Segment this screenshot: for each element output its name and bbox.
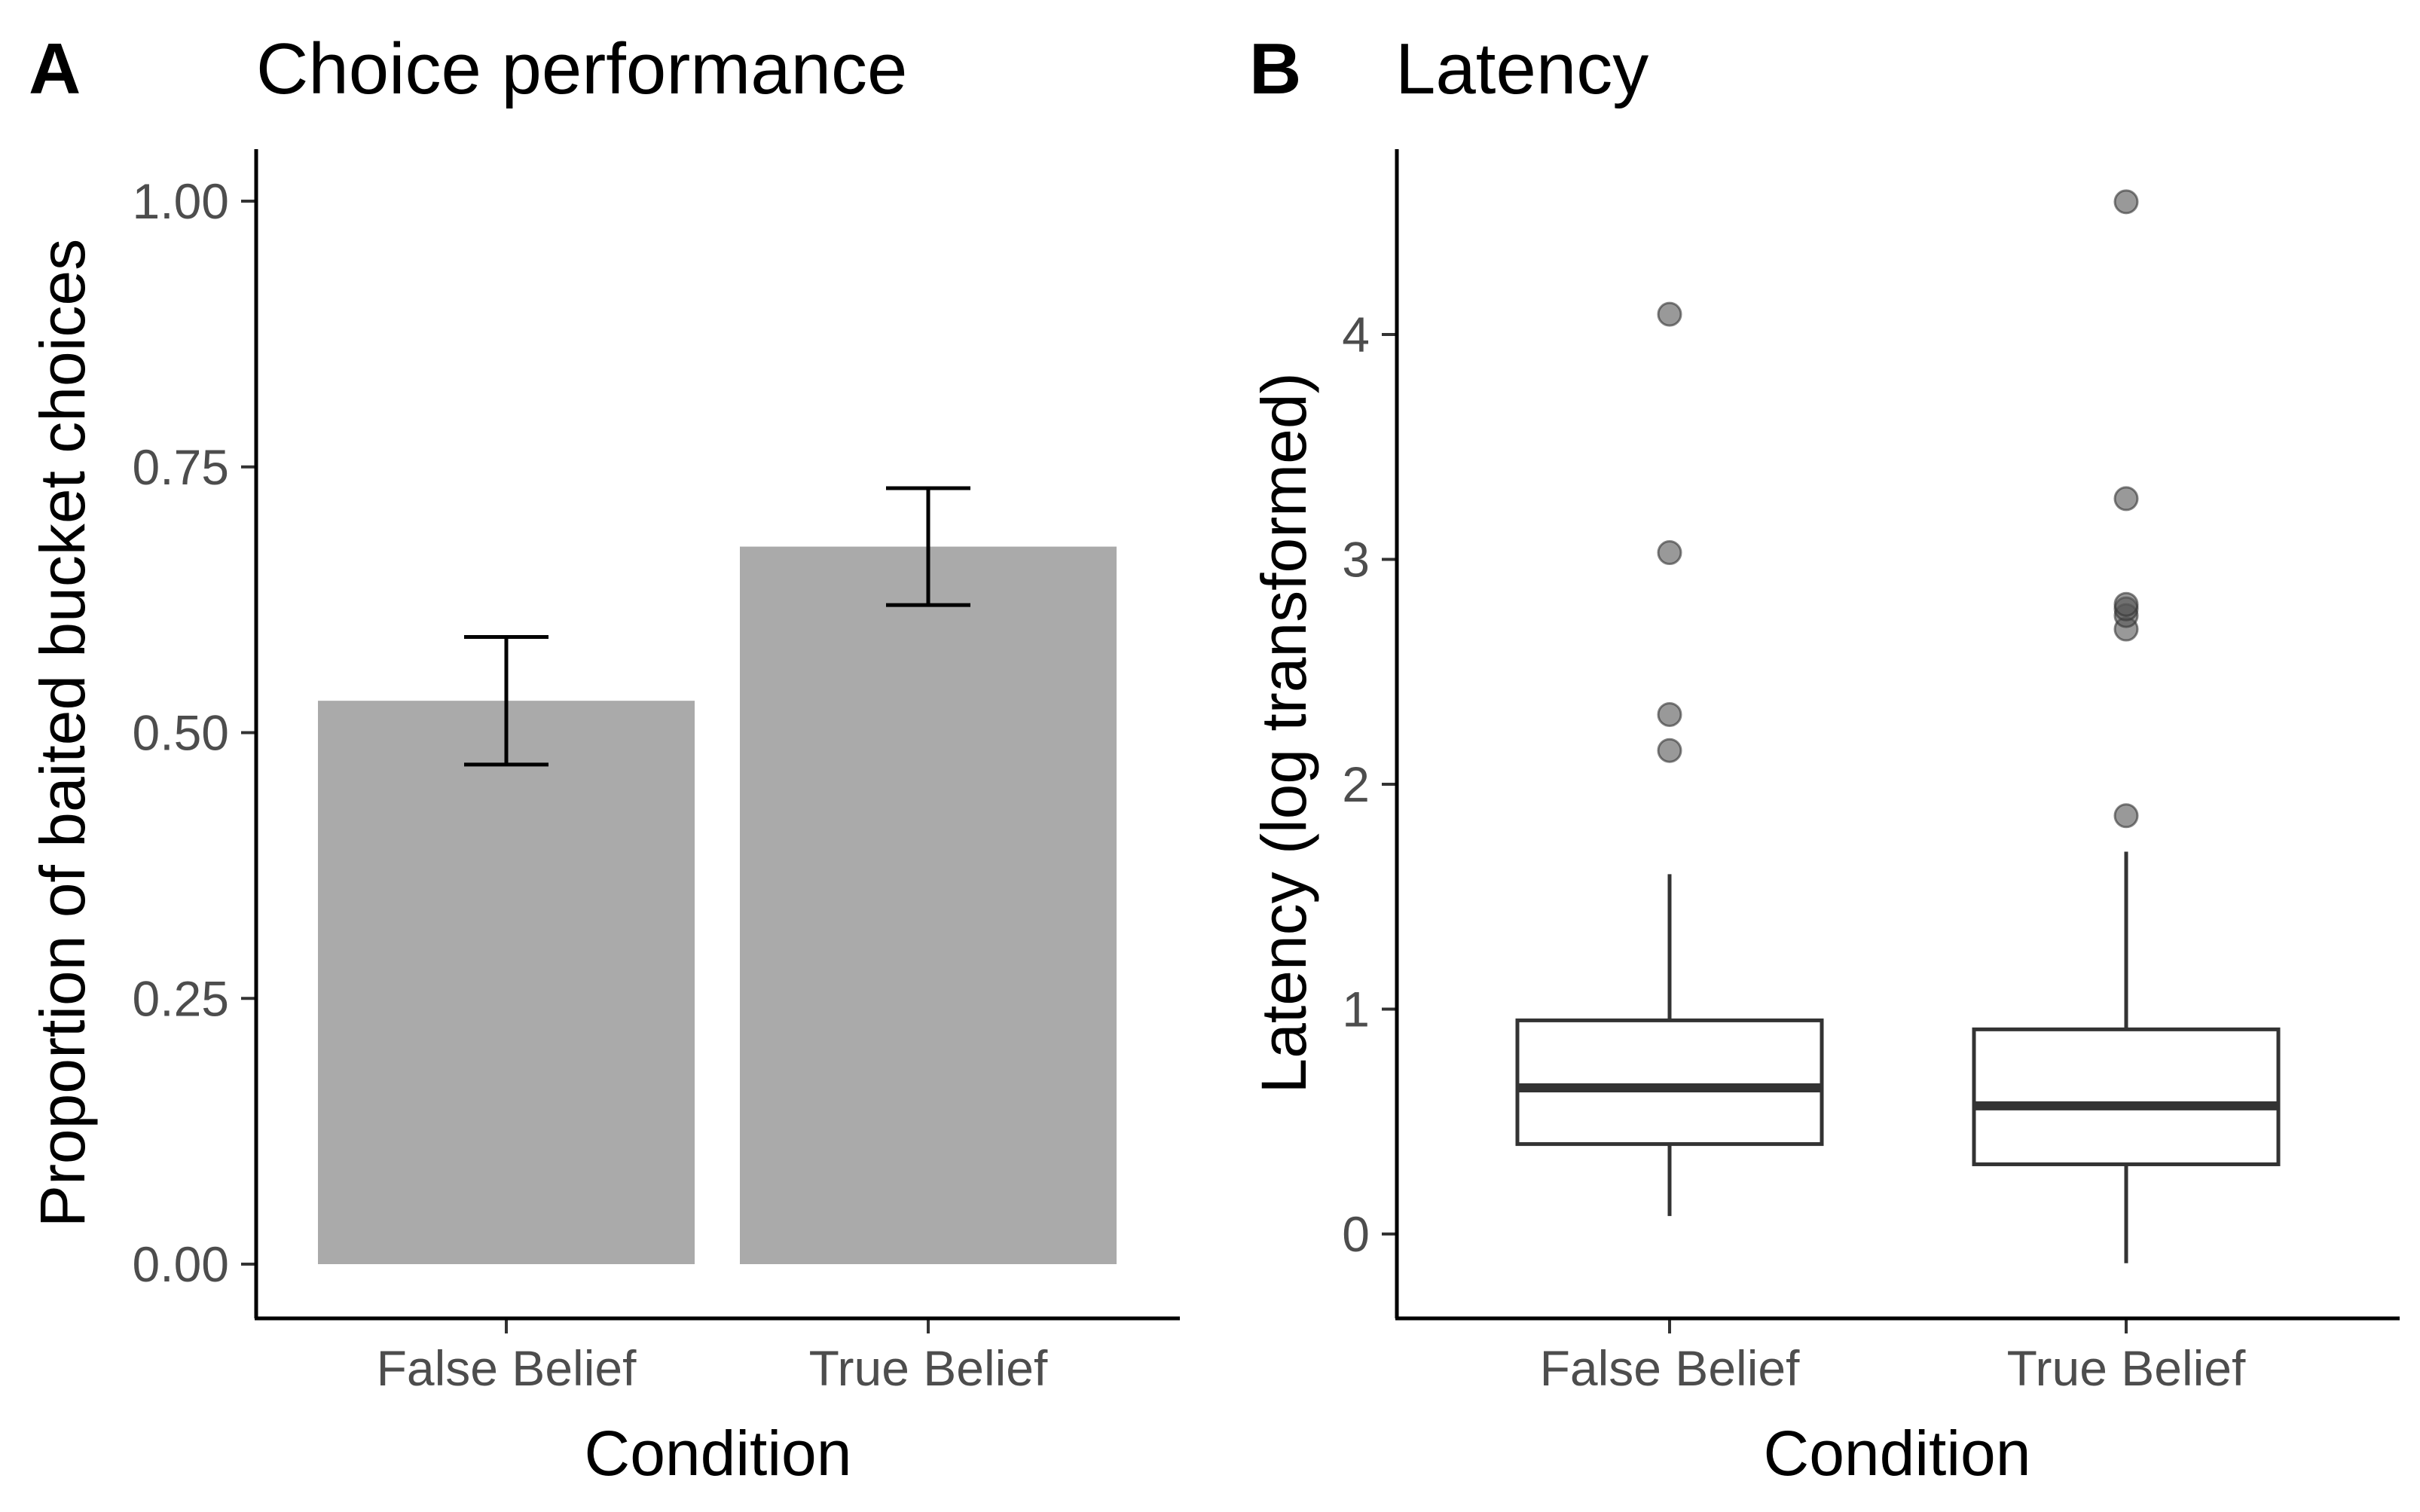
panel-b-y-axis-title: Latency (log transformed): [1248, 372, 1319, 1093]
panel-b-outlier-point: [2113, 189, 2139, 215]
panel-a-title: Choice performance: [256, 29, 907, 109]
panel-b-outlier-point: [1657, 701, 1682, 727]
panel-b-x-tick-label: True Belief: [2007, 1340, 2246, 1396]
panel-b-title: Latency: [1395, 29, 1648, 109]
panel-b-y-tick-label: 1: [1342, 982, 1370, 1037]
panel-a-plot-area: 0.00 0.25 0.50 0.75 1.00 False Belief True Bel…: [133, 173, 1117, 1396]
panel-a-x-tick-label: True Belief: [809, 1340, 1048, 1396]
panel-b-box-true-belief: [1972, 1027, 2281, 1166]
panel-b-y-tick-label: 3: [1342, 532, 1370, 588]
panel-b-y-tick-label: 2: [1342, 756, 1370, 812]
panel-b-x-axis-title: Condition: [1764, 1418, 2031, 1489]
panel-b-y-tick-label: 4: [1342, 307, 1370, 362]
panel-b-outlier-point: [1657, 738, 1682, 763]
panel-b-plot-area: 0 1 2 3 4 False Belief True Belief: [1342, 189, 2281, 1396]
panel-a-y-tick-label: 0.75: [133, 439, 229, 495]
panel-a-y-tick-label: 0.25: [133, 970, 229, 1026]
panel-a-bar-false-belief: [318, 701, 695, 1264]
panel-a-x-axis-title: Condition: [585, 1418, 852, 1489]
panel-a-y-tick-label: 0.50: [133, 705, 229, 761]
panel-b-outlier-point: [1657, 301, 1682, 327]
panel-b-outlier-point: [2113, 803, 2139, 829]
panel-b-x-tick-label: False Belief: [1540, 1340, 1800, 1396]
panel-b-letter: B: [1249, 29, 1301, 109]
panel-b-outlier-point: [2113, 486, 2139, 512]
panel-a-bar-true-belief: [740, 546, 1117, 1264]
panel-a-choice-performance: A Choice performance Proportion of baite…: [27, 29, 1180, 1489]
panel-a-y-tick-label: 0.00: [133, 1236, 229, 1292]
panel-a-letter: A: [29, 29, 81, 109]
panel-a-x-tick-label: False Belief: [377, 1340, 637, 1396]
panel-b-outlier-point: [2113, 591, 2139, 617]
panel-a-y-axis-title: Proportion of baited bucket choices: [27, 239, 98, 1227]
panel-a-y-tick-label: 1.00: [133, 173, 229, 229]
panel-b-latency: B Latency Latency (log transformed) Cond…: [1248, 29, 2400, 1489]
panel-b-box-false-belief: [1515, 1018, 1824, 1147]
panel-b-y-tick-label: 0: [1342, 1206, 1370, 1262]
panel-b-outlier-point: [1657, 540, 1682, 566]
